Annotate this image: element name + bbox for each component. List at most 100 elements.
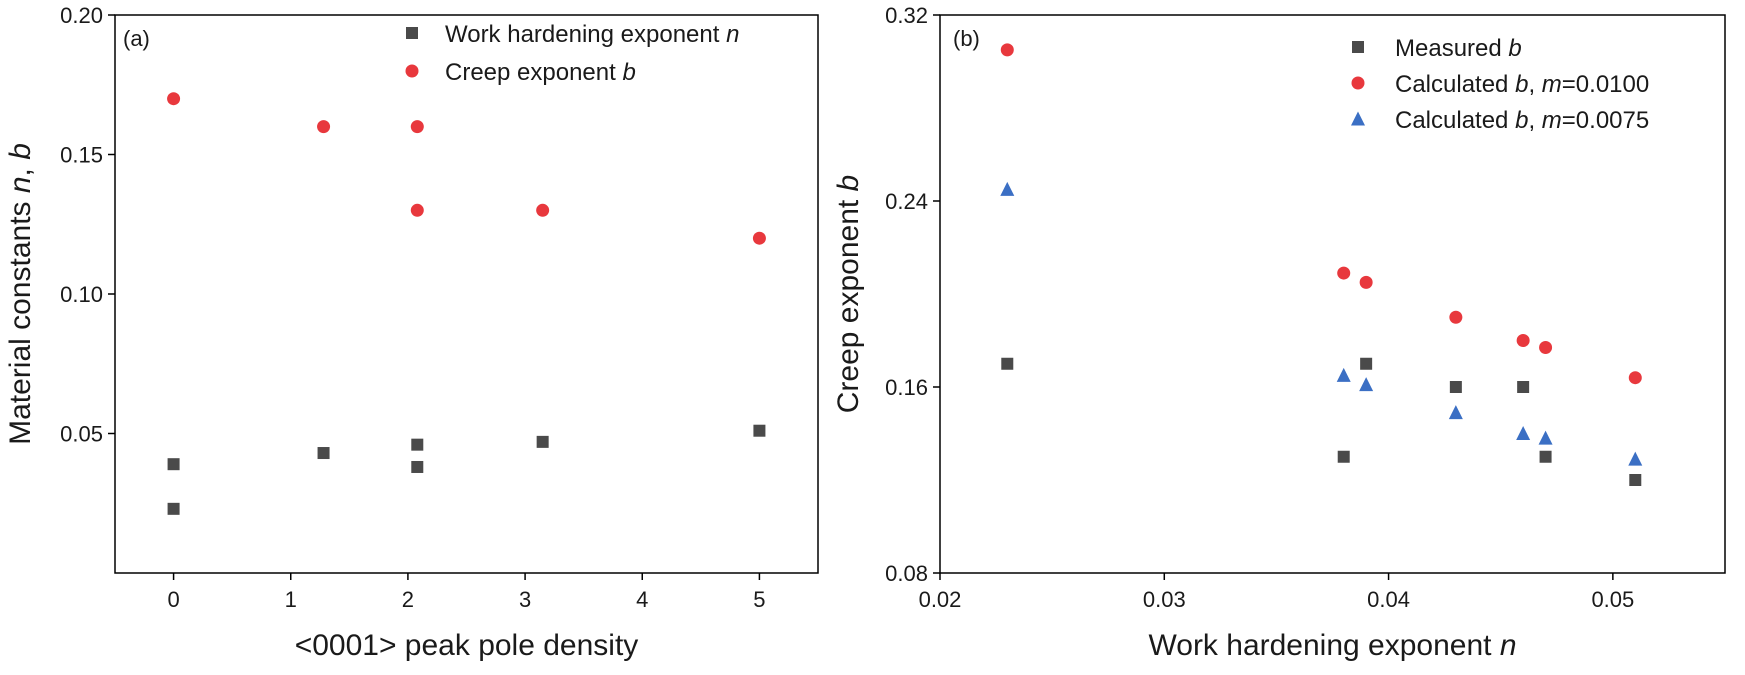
x-axis-title-part: n xyxy=(1500,629,1517,662)
y-tick-label: 0.20 xyxy=(60,3,103,28)
legend-marker-circle xyxy=(1351,76,1365,90)
data-point-circle xyxy=(167,92,181,106)
x-tick-label: 4 xyxy=(636,587,648,612)
plot-frame xyxy=(939,14,1726,574)
x-axis-title-part: Work hardening exponent xyxy=(1148,629,1499,662)
data-point-circle xyxy=(1449,310,1463,324)
legend-entry: Measured b xyxy=(1395,35,1522,62)
panel-label: (a) xyxy=(123,26,150,51)
data-point-square xyxy=(753,424,766,437)
legend-entry-part: Measured xyxy=(1395,35,1508,62)
data-point-triangle xyxy=(1538,430,1553,445)
legend-entry-part: b xyxy=(1515,107,1528,134)
data-point-square xyxy=(1629,474,1642,486)
data-point-triangle xyxy=(1336,367,1351,382)
legend-entry-part: , xyxy=(1528,71,1541,98)
legend-entry: Calculated b, m=0.0075 xyxy=(1395,107,1649,134)
data-point-square xyxy=(536,435,549,448)
y-axis-title-part: b xyxy=(832,175,865,192)
legend-entry: Work hardening exponent n xyxy=(445,21,739,48)
data-point-circle xyxy=(1359,275,1373,289)
legend-entry-part: n xyxy=(726,21,739,48)
data-point-square xyxy=(167,502,180,515)
data-point-circle xyxy=(410,120,424,134)
data-point-square xyxy=(1360,357,1373,370)
data-point-circle xyxy=(410,203,424,217)
legend-entry-part: =0.0075 xyxy=(1562,107,1649,134)
legend-entry-part: Calculated xyxy=(1395,107,1515,134)
y-axis-title-part: n xyxy=(4,176,37,193)
data-point-square xyxy=(317,447,330,460)
legend-entry-part: Creep exponent xyxy=(445,59,622,86)
legend-entry-part: m xyxy=(1542,71,1562,98)
data-point-circle xyxy=(1337,266,1351,280)
y-tick-label: 0.32 xyxy=(885,3,928,28)
panel-b: 0.02 0.03 0.04 0.05 0.08 0.16 0.24 0.32 Work har… xyxy=(832,3,1726,662)
legend-entry-part: m xyxy=(1542,107,1562,134)
data-point-circle xyxy=(752,231,766,245)
data-point-square xyxy=(1001,357,1014,370)
plot-frame xyxy=(114,14,819,574)
data-point-circle xyxy=(317,120,331,134)
legend-entry-part: b xyxy=(1508,35,1521,62)
panel-a: 0 1 2 3 4 5 0.05 0.10 0.15 0.20 <0001> peak pole d… xyxy=(4,3,819,662)
legend-entry-part: , xyxy=(1528,107,1541,134)
data-point-square xyxy=(411,460,424,473)
y-tick-label: 0.15 xyxy=(60,143,103,168)
data-point-triangle xyxy=(1628,451,1643,466)
y-axis-title-part: , xyxy=(4,160,37,177)
legend-entry-part: Calculated xyxy=(1395,71,1515,98)
x-tick-label: 5 xyxy=(753,587,765,612)
y-tick-label: 0.16 xyxy=(885,375,928,400)
data-point-circle xyxy=(1628,371,1642,385)
data-point-square xyxy=(1337,450,1350,463)
legend-marker-circle xyxy=(405,64,419,78)
y-tick-label: 0.08 xyxy=(885,561,928,586)
y-axis-title-part: b xyxy=(4,143,37,160)
data-point-triangle xyxy=(1448,405,1463,420)
x-axis-title: Work hardening exponent n xyxy=(1148,629,1516,662)
x-tick-label: 1 xyxy=(285,587,297,612)
series-square xyxy=(167,424,766,515)
data-point-circle xyxy=(1539,340,1553,354)
data-point-square xyxy=(1539,450,1552,463)
legend-entry-part: b xyxy=(1515,71,1528,98)
x-axis-title: <0001> peak pole density xyxy=(295,629,639,662)
y-axis-title: Material constants n, b xyxy=(4,143,37,445)
y-tick-label: 0.10 xyxy=(60,282,103,307)
data-point-circle xyxy=(1516,334,1530,347)
legend-entry: Creep exponent b xyxy=(445,59,636,86)
y-axis-title-part: Creep exponent xyxy=(832,191,865,413)
series-circle xyxy=(1000,43,1642,385)
x-tick-label: 0.04 xyxy=(1367,587,1410,612)
x-tick-label: 0 xyxy=(167,587,179,612)
y-tick-label: 0.24 xyxy=(885,189,928,214)
y-axis-title-part: Material constants xyxy=(4,193,37,445)
x-tick-label: 0.02 xyxy=(919,587,962,612)
data-point-square xyxy=(1517,381,1530,393)
legend-entry-part: b xyxy=(622,59,635,86)
legend-marker-triangle xyxy=(1351,111,1365,126)
data-point-square xyxy=(411,438,424,451)
data-point-circle xyxy=(536,203,550,217)
data-point-triangle xyxy=(1359,377,1374,392)
data-point-square xyxy=(167,458,180,471)
legend-marker-square xyxy=(406,27,418,39)
x-tick-label: 0.05 xyxy=(1591,587,1634,612)
data-point-square xyxy=(1449,381,1462,393)
legend-entry-part: Work hardening exponent xyxy=(445,21,726,48)
data-point-triangle xyxy=(1516,426,1531,440)
legend-entry: Calculated b, m=0.0100 xyxy=(1395,71,1649,98)
series-circle xyxy=(167,92,766,245)
legend-marker-square xyxy=(1352,41,1364,53)
x-tick-label: 0.03 xyxy=(1143,587,1186,612)
data-point-circle xyxy=(1000,43,1014,57)
y-tick-label: 0.05 xyxy=(60,422,103,447)
series-square xyxy=(1001,357,1642,486)
data-point-triangle xyxy=(1000,181,1015,196)
series-triangle xyxy=(1000,181,1643,466)
y-axis-title: Creep exponent b xyxy=(832,175,865,414)
x-tick-label: 2 xyxy=(402,587,414,612)
